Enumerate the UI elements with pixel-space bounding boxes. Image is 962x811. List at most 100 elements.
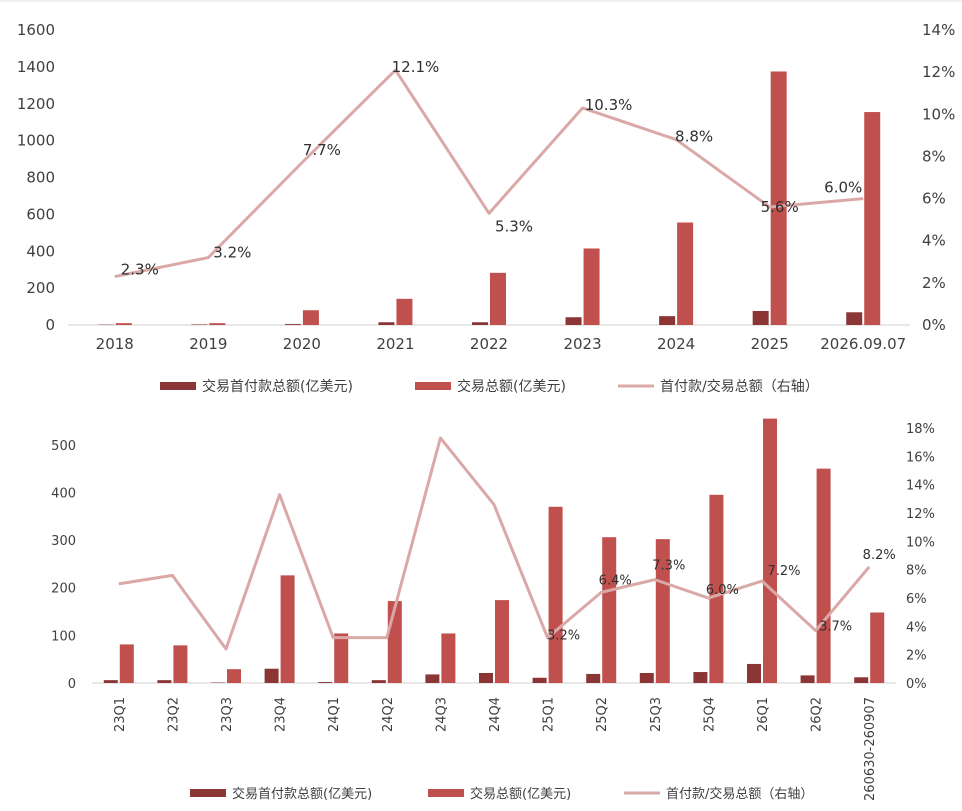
bar-deposit	[586, 673, 601, 683]
legend-swatch	[160, 382, 196, 390]
legend-item: 首付款/交易总额（右轴）	[666, 786, 813, 802]
y2-tick-label: 0%	[906, 677, 927, 692]
bar-deposit	[532, 677, 547, 683]
bar-deposit	[846, 312, 863, 325]
bar-total	[490, 272, 506, 325]
data-label: 6.0%	[706, 583, 739, 598]
data-label: 8.2%	[863, 548, 896, 563]
y-tick-label: 200	[26, 279, 55, 297]
x-tick-label: 2025	[751, 335, 789, 353]
x-tick-label: 2024	[657, 335, 695, 353]
x-tick-label: 2023	[563, 335, 601, 353]
data-label: 7.3%	[652, 559, 685, 574]
bar-total	[302, 310, 319, 325]
bar-deposit	[854, 677, 869, 683]
bar-total	[583, 248, 600, 325]
bar-total	[119, 644, 134, 683]
bar-deposit	[103, 680, 118, 683]
legend-swatch	[190, 789, 226, 797]
legend-item: 交易首付款总额(亿美元)	[232, 786, 372, 802]
x-tick-label: 25Q2	[595, 697, 610, 732]
data-label: 6.0%	[824, 179, 862, 197]
data-label: 5.3%	[495, 217, 533, 235]
bar-total	[677, 222, 694, 325]
bar-deposit	[318, 682, 333, 683]
data-label: 2.3%	[121, 261, 159, 279]
bar-total	[602, 537, 617, 683]
y2-tick-label: 12%	[906, 507, 935, 522]
y-tick-label: 500	[51, 439, 76, 454]
bar-deposit	[800, 675, 815, 683]
x-tick-label: 2019	[189, 335, 227, 353]
y-tick-label: 0	[45, 316, 55, 334]
y2-tick-label: 2%	[922, 274, 946, 292]
data-label: 10.3%	[585, 96, 633, 114]
x-tick-label: 24Q2	[381, 697, 396, 732]
y-tick-label: 0	[68, 677, 76, 692]
y-tick-label: 400	[26, 242, 55, 260]
bar-deposit	[752, 310, 769, 325]
y-tick-label: 1600	[17, 21, 55, 39]
y-tick-label: 1000	[17, 132, 55, 150]
y2-tick-label: 6%	[906, 592, 927, 607]
x-tick-label: 2021	[376, 335, 414, 353]
y2-tick-label: 10%	[922, 105, 955, 123]
y2-tick-label: 2%	[906, 649, 927, 664]
bar-total	[655, 539, 670, 683]
bar-total	[816, 468, 831, 683]
legend-item: 交易总额(亿美元)	[457, 378, 566, 395]
bar-deposit	[659, 316, 676, 325]
y-tick-label: 100	[51, 629, 76, 644]
x-tick-label: 23Q4	[274, 697, 289, 732]
y2-tick-label: 8%	[922, 147, 946, 165]
data-label: 7.2%	[767, 564, 800, 579]
data-label: 3.2%	[213, 244, 251, 262]
x-tick-label: 26Q1	[756, 697, 771, 732]
ratio-line	[114, 68, 864, 279]
bar-total	[209, 323, 226, 325]
y2-tick-label: 16%	[906, 450, 935, 465]
bar-deposit	[472, 322, 488, 325]
bar-deposit	[264, 668, 279, 683]
bar-deposit	[284, 324, 301, 325]
data-label: 5.6%	[761, 198, 799, 216]
data-label: 12.1%	[392, 58, 440, 76]
x-tick-label: 23Q2	[166, 697, 181, 732]
y-tick-label: 1200	[17, 95, 55, 113]
bar-total	[227, 669, 241, 683]
y2-tick-label: 10%	[906, 535, 935, 550]
y2-tick-label: 14%	[906, 479, 935, 494]
x-tick-label: 2020	[283, 335, 321, 353]
bar-deposit	[565, 317, 582, 325]
x-tick-label: 26Q2	[810, 697, 825, 732]
legend-item: 交易首付款总额(亿美元)	[202, 378, 353, 395]
bar-deposit	[639, 672, 654, 683]
y-tick-label: 400	[51, 486, 76, 501]
bar-total	[870, 612, 885, 683]
bar-total	[770, 71, 787, 325]
y-tick-label: 1400	[17, 58, 55, 76]
bar-total	[115, 323, 132, 325]
bar-total	[864, 112, 881, 325]
y2-tick-label: 18%	[906, 422, 935, 437]
x-tick-label: 260630-260907	[863, 697, 878, 801]
x-tick-label: 2022	[470, 335, 508, 353]
bar-total	[441, 633, 456, 683]
x-tick-label: 25Q1	[542, 697, 557, 732]
x-tick-label: 25Q4	[702, 697, 717, 732]
x-tick-label: 2018	[96, 335, 134, 353]
bar-deposit	[693, 672, 708, 683]
data-label: 8.8%	[675, 128, 713, 146]
bar-total	[548, 506, 563, 683]
y2-tick-label: 14%	[922, 21, 955, 39]
legend-item: 交易总额(亿美元)	[470, 786, 571, 802]
bar-total	[173, 645, 188, 683]
legend-item: 首付款/交易总额（右轴）	[660, 378, 819, 395]
bar-deposit	[378, 322, 395, 325]
legend-swatch	[415, 382, 451, 390]
legend-swatch	[428, 789, 464, 797]
x-tick-label: 24Q3	[434, 697, 449, 732]
y-tick-label: 800	[26, 169, 55, 187]
bar-total	[709, 494, 724, 683]
